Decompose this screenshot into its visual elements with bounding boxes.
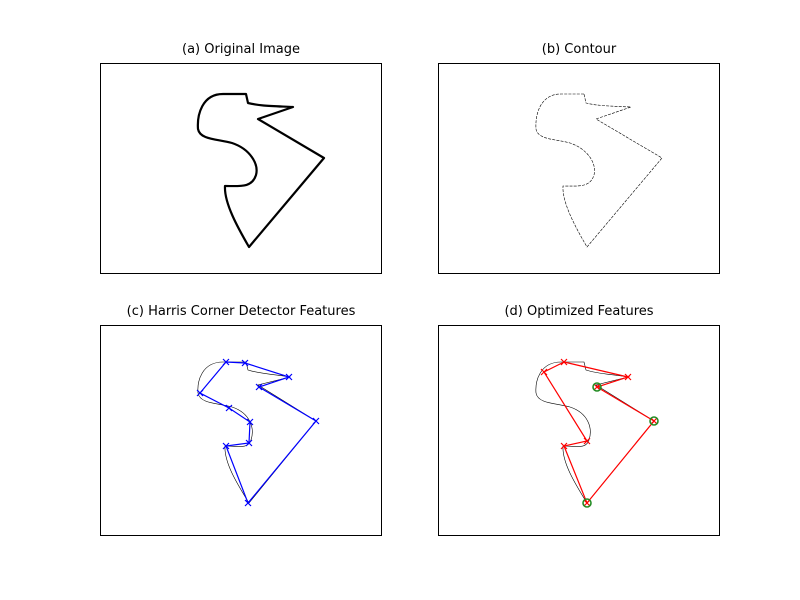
panel-title-a: (a) Original Image	[182, 42, 300, 57]
optimized-feature-markers	[540, 358, 658, 507]
panel-c-figure	[100, 325, 382, 536]
contour-line	[197, 361, 317, 504]
shape-outline	[196, 92, 326, 249]
panel-b-figure	[438, 63, 720, 274]
panel-title-b: (b) Contour	[541, 42, 617, 57]
panel-c-frame	[100, 325, 382, 536]
panel-a-original-image	[100, 63, 382, 274]
panel-title-c: (c) Harris Corner Detector Features	[126, 304, 356, 319]
contour-line	[535, 93, 663, 248]
panel-d-figure	[438, 325, 720, 536]
panel-b-frame	[438, 63, 720, 274]
panel-a-figure	[100, 63, 382, 274]
highlighted-feature-circles	[582, 382, 659, 508]
panel-d-frame	[438, 325, 720, 536]
panel-c-harris-features	[100, 325, 382, 536]
panel-d-optimized-features	[438, 325, 720, 536]
harris-feature-markers	[196, 358, 320, 507]
panel-b-contour	[438, 63, 720, 274]
harris-feature-path	[199, 361, 317, 505]
panel-title-d: (d) Optimized Features	[504, 304, 654, 319]
panel-a-frame	[100, 63, 382, 274]
